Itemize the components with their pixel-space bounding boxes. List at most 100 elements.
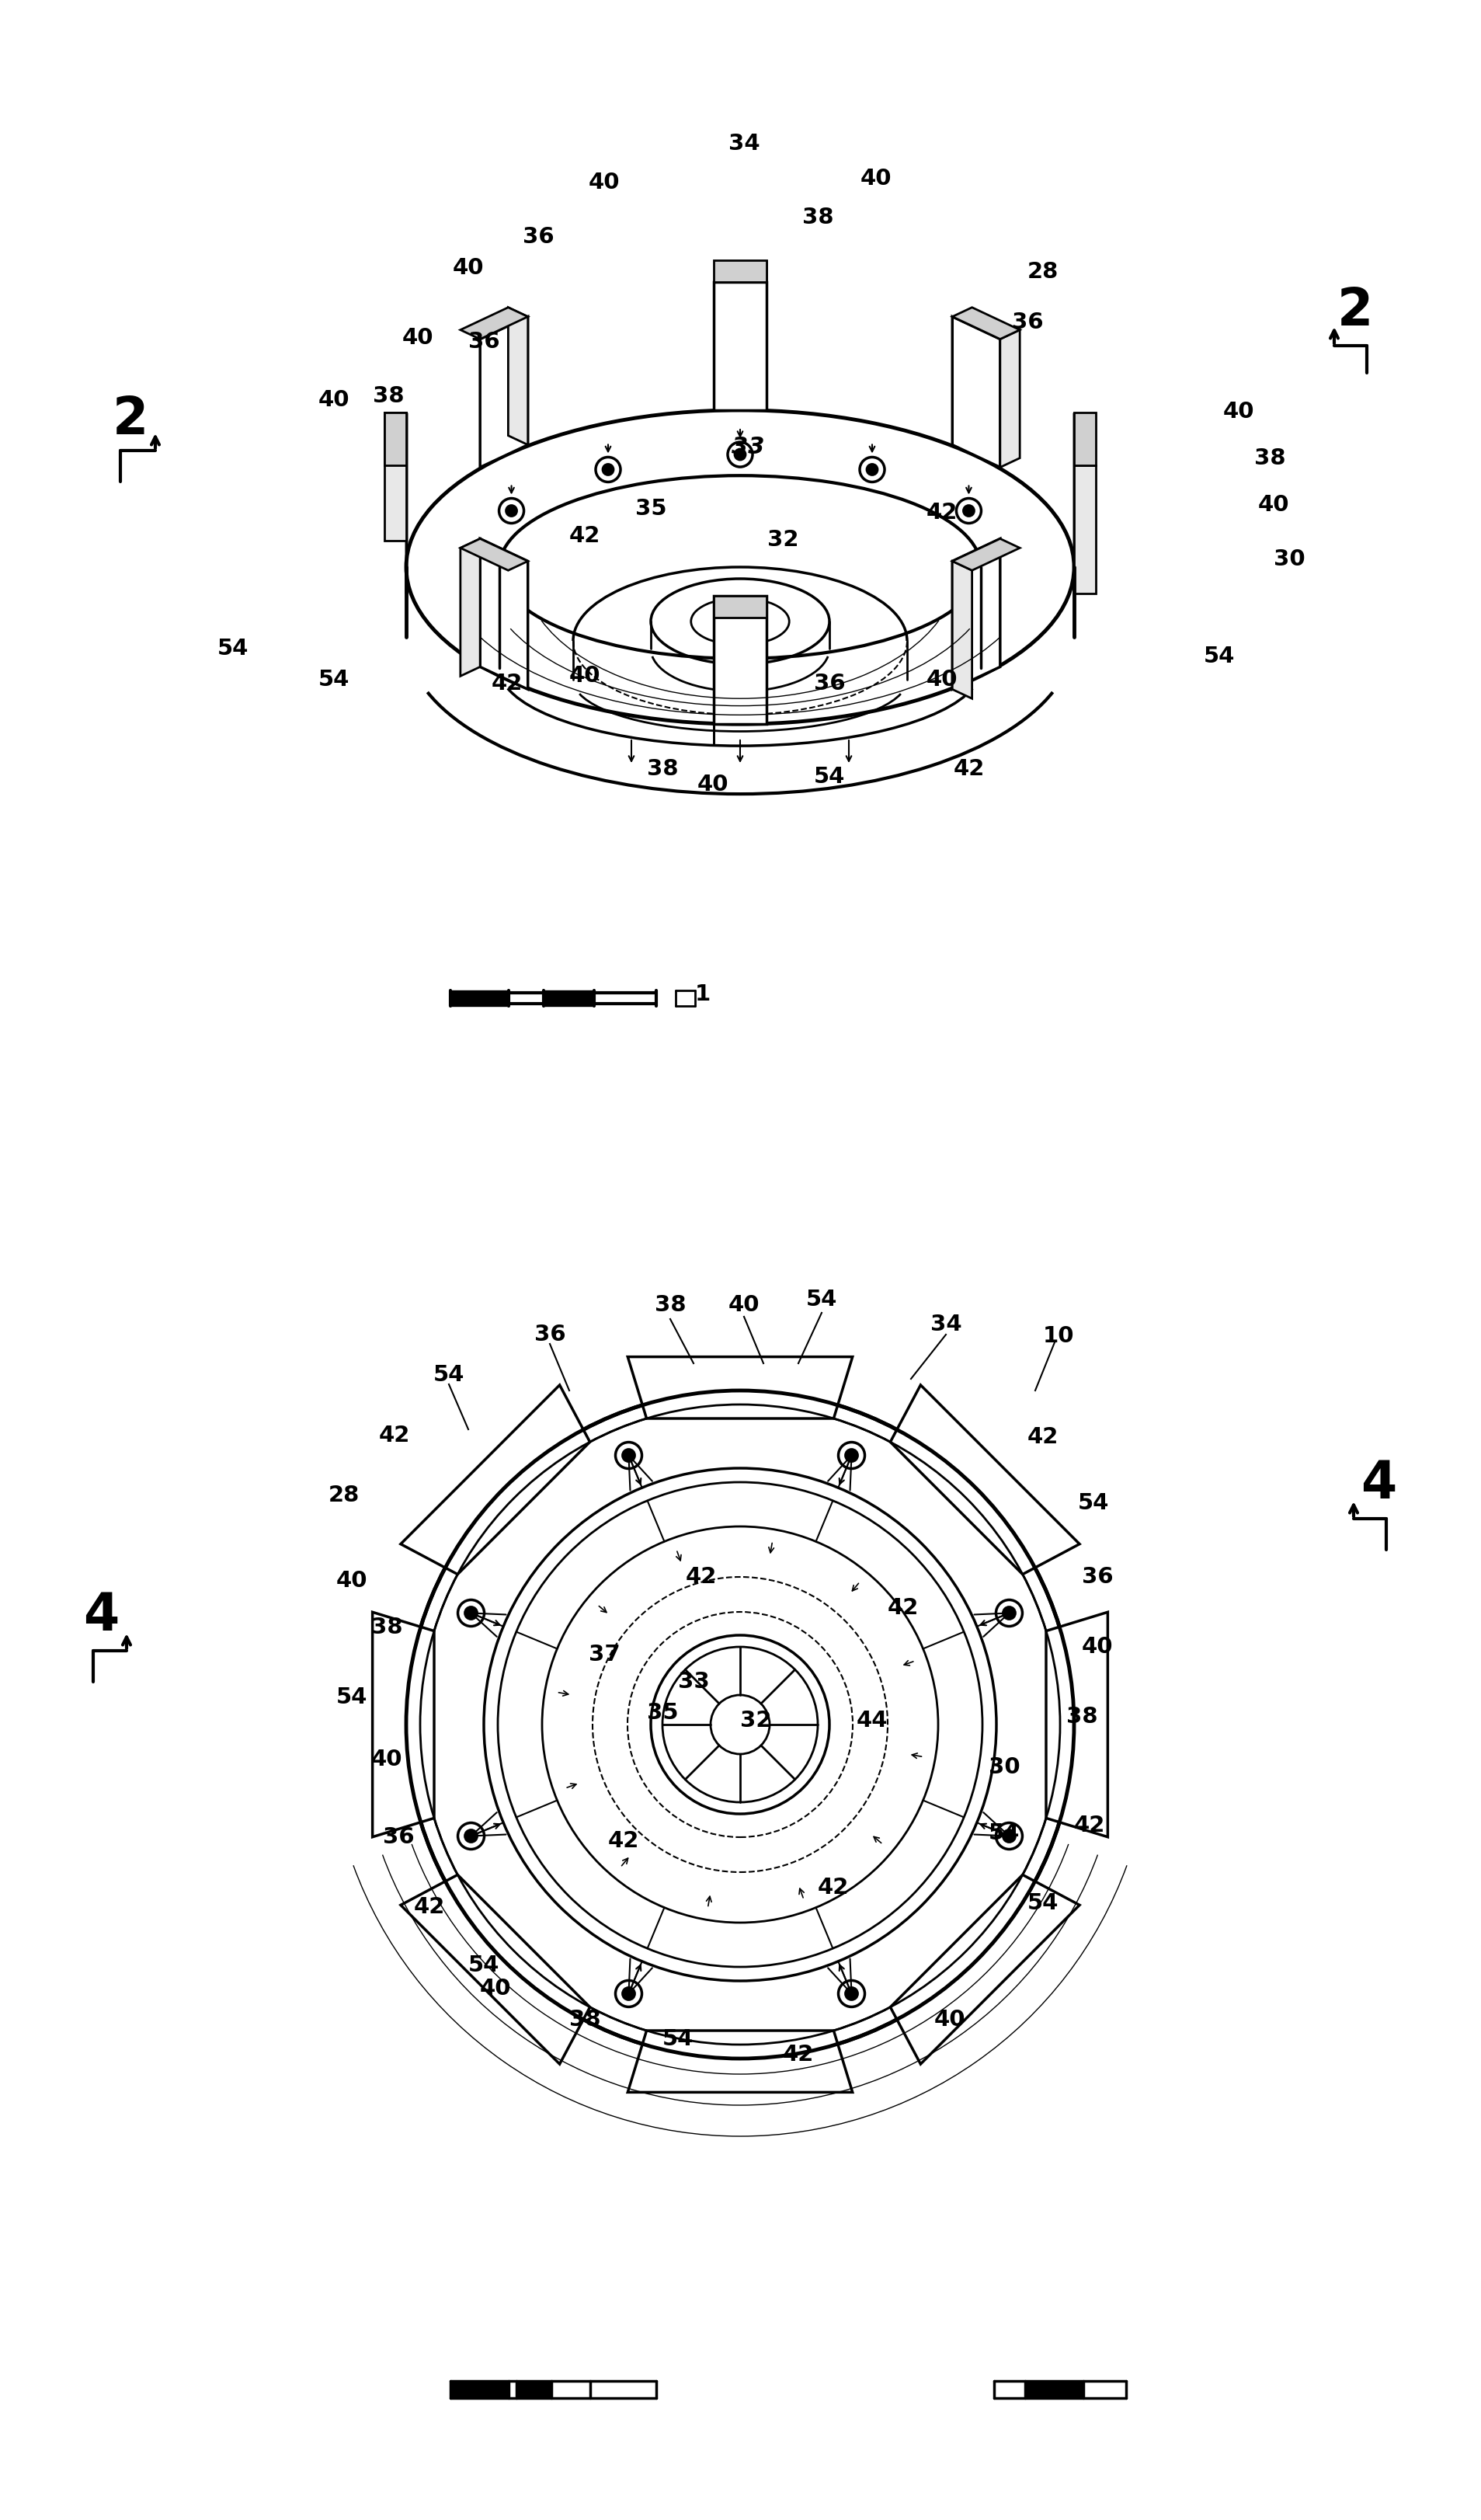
Text: 32: 32 <box>767 529 798 552</box>
Text: 35: 35 <box>647 1701 678 1724</box>
Text: 42: 42 <box>818 1877 849 1898</box>
Polygon shape <box>461 307 527 340</box>
Polygon shape <box>508 307 527 446</box>
Text: 54: 54 <box>662 2029 693 2051</box>
Text: 36: 36 <box>535 1323 566 1346</box>
Text: 36: 36 <box>1081 1565 1114 1588</box>
Text: 54: 54 <box>434 1363 465 1386</box>
Circle shape <box>465 1830 477 1842</box>
Text: 36: 36 <box>1012 312 1043 333</box>
Polygon shape <box>952 318 1000 466</box>
Text: 40: 40 <box>698 774 729 796</box>
Text: 4: 4 <box>1361 1459 1397 1509</box>
Circle shape <box>622 1449 635 1462</box>
Text: 54: 54 <box>988 1822 1020 1845</box>
Text: 54: 54 <box>218 638 249 660</box>
Text: 30: 30 <box>988 1756 1020 1779</box>
Text: 40: 40 <box>336 1570 367 1593</box>
Polygon shape <box>1046 1613 1108 1837</box>
Circle shape <box>846 1449 857 1462</box>
Bar <box>544 990 594 1005</box>
Text: 38: 38 <box>1254 449 1286 469</box>
Text: 42: 42 <box>782 2044 815 2066</box>
Text: 54: 54 <box>336 1686 367 1709</box>
Text: 42: 42 <box>379 1424 410 1446</box>
Polygon shape <box>480 318 527 466</box>
Text: 38: 38 <box>803 207 834 229</box>
Text: 42: 42 <box>413 1895 446 1918</box>
Polygon shape <box>952 539 1020 570</box>
Text: 36: 36 <box>468 330 499 353</box>
Text: 54: 54 <box>1028 1893 1059 1915</box>
Text: 40: 40 <box>569 665 600 688</box>
Polygon shape <box>890 1386 1080 1575</box>
Polygon shape <box>714 595 767 617</box>
Text: 33: 33 <box>678 1671 709 1693</box>
Text: 2: 2 <box>113 393 148 446</box>
Text: 40: 40 <box>926 668 958 690</box>
Text: 42: 42 <box>926 501 958 524</box>
Polygon shape <box>373 1613 434 1837</box>
Text: 42: 42 <box>569 524 600 547</box>
Polygon shape <box>480 539 527 690</box>
Circle shape <box>622 1988 635 2001</box>
Text: 54: 54 <box>813 766 846 789</box>
Text: 42: 42 <box>686 1565 717 1588</box>
Text: 38: 38 <box>373 386 404 408</box>
Polygon shape <box>628 1356 853 1419</box>
Circle shape <box>735 449 745 461</box>
Text: 42: 42 <box>1074 1814 1105 1837</box>
Polygon shape <box>714 260 767 282</box>
Text: 10: 10 <box>1043 1326 1074 1348</box>
Text: 54: 54 <box>468 1956 499 1976</box>
Text: 42: 42 <box>954 759 985 779</box>
Text: 42: 42 <box>492 673 523 696</box>
Text: 38: 38 <box>655 1295 686 1315</box>
Circle shape <box>1003 1608 1016 1620</box>
Polygon shape <box>952 307 1020 340</box>
Polygon shape <box>385 413 406 466</box>
Text: 28: 28 <box>329 1484 360 1507</box>
Text: 40: 40 <box>480 1978 511 1998</box>
Polygon shape <box>401 1875 589 2064</box>
Circle shape <box>1003 1830 1016 1842</box>
Polygon shape <box>714 282 767 411</box>
Text: 54: 54 <box>806 1288 837 1310</box>
Text: 36: 36 <box>382 1827 415 1847</box>
Polygon shape <box>1074 466 1096 595</box>
Polygon shape <box>385 413 406 542</box>
Text: 42: 42 <box>1028 1426 1059 1449</box>
Polygon shape <box>461 539 480 675</box>
Circle shape <box>465 1608 477 1620</box>
Polygon shape <box>401 1386 589 1575</box>
Text: 42: 42 <box>887 1598 918 1618</box>
Bar <box>517 2381 551 2397</box>
Text: 34: 34 <box>930 1313 961 1336</box>
Text: 36: 36 <box>523 227 554 247</box>
Text: 28: 28 <box>1028 262 1059 282</box>
Circle shape <box>963 507 974 517</box>
Text: 40: 40 <box>453 257 484 280</box>
Text: 2: 2 <box>1337 285 1373 335</box>
Text: 40: 40 <box>1257 494 1290 517</box>
Text: 40: 40 <box>1223 401 1254 423</box>
Circle shape <box>507 507 517 517</box>
Bar <box>450 2381 508 2397</box>
Text: 40: 40 <box>372 1749 403 1772</box>
Text: 54: 54 <box>1078 1492 1109 1515</box>
Text: 54: 54 <box>318 668 350 690</box>
Text: 1: 1 <box>695 983 711 1005</box>
Text: 4: 4 <box>83 1590 118 1641</box>
Text: 40: 40 <box>1081 1635 1114 1658</box>
Text: 32: 32 <box>740 1709 772 1731</box>
Text: 36: 36 <box>813 673 846 696</box>
Polygon shape <box>952 562 972 698</box>
Text: 42: 42 <box>607 1830 640 1852</box>
Text: 54: 54 <box>1204 645 1235 668</box>
Text: 44: 44 <box>856 1709 889 1731</box>
Text: 38: 38 <box>372 1615 403 1638</box>
Text: 35: 35 <box>635 499 666 519</box>
Text: 30: 30 <box>1274 549 1305 570</box>
Bar <box>450 990 508 1005</box>
Circle shape <box>603 464 613 474</box>
